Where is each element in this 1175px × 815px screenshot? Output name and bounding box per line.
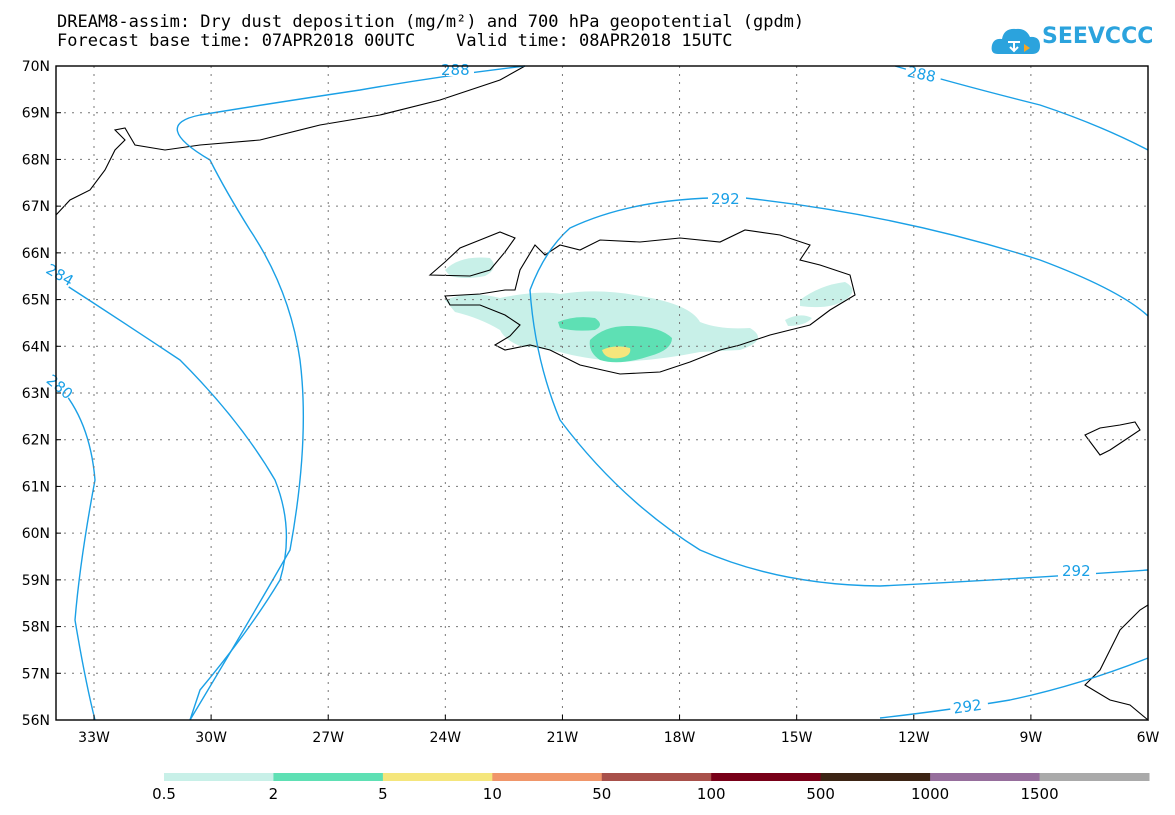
dust-region-east — [800, 282, 853, 308]
contour-label: 288 — [906, 63, 938, 87]
longitude-label: 15W — [781, 730, 813, 746]
dust-deposition-field — [445, 257, 853, 363]
dust-region-light — [445, 291, 758, 362]
contour-292-southeast — [879, 657, 1149, 719]
faroe-islands — [1084, 421, 1141, 456]
scotland-coast — [1084, 604, 1149, 722]
graticule — [56, 66, 1148, 720]
colorbar-swatch — [1039, 773, 1150, 781]
contour-label: 292 — [711, 190, 740, 208]
logo-text: SEEVCCC — [1042, 24, 1154, 49]
longitude-label: 27W — [312, 730, 344, 746]
latitude-label: 58N — [22, 620, 50, 636]
geopotential-contours — [57, 65, 1149, 721]
latitude-label: 68N — [22, 152, 50, 168]
latitude-label: 62N — [22, 433, 50, 449]
colorbar — [164, 773, 1150, 781]
colorbar-label: 1000 — [911, 785, 950, 803]
dust-region-west — [445, 257, 494, 278]
axes: 70N 69N 68N 67N 66N 65N 64N 63N 62N 61N 60N 59N 58N 5… — [22, 59, 1160, 746]
colorbar-swatch — [382, 773, 493, 781]
iceland-westfjords — [428, 231, 516, 277]
dust-region-high — [602, 346, 631, 359]
latitude-label: 60N — [22, 526, 50, 542]
coastlines — [55, 65, 1149, 722]
contour-labels: 288 288 292 292 292 284 280 — [43, 60, 1096, 718]
latitude-label: 61N — [22, 479, 50, 495]
colorbar-label: 500 — [806, 785, 835, 803]
colorbar-swatch — [601, 773, 712, 781]
dust-region-medium — [558, 317, 600, 331]
contour-292-south — [529, 289, 1149, 587]
latitude-label: 70N — [22, 59, 50, 75]
latitude-label: 66N — [22, 246, 50, 262]
contour-label: 284 — [43, 260, 77, 290]
longitude-label: 30W — [195, 730, 227, 746]
latitude-label: 59N — [22, 573, 50, 589]
contour-280 — [57, 384, 96, 721]
map-subtitle: Forecast base time: 07APR2018 00UTC Vali… — [57, 31, 733, 51]
colorbar-swatch — [164, 773, 274, 781]
latitude-label: 63N — [22, 386, 50, 402]
latitude-label: 56N — [22, 713, 50, 729]
colorbar-swatch — [711, 773, 822, 781]
colorbar-swatch — [930, 773, 1041, 781]
longitude-label: 9W — [1020, 730, 1043, 746]
iceland-coast — [444, 229, 856, 375]
colorbar-label: 100 — [696, 785, 726, 803]
longitude-label: 18W — [664, 730, 696, 746]
latitude-label: 57N — [22, 666, 50, 682]
colorbar-label: 0.5 — [152, 785, 176, 803]
colorbar-label: 50 — [592, 785, 612, 803]
latitude-label: 64N — [22, 339, 50, 355]
latitude-label: 65N — [22, 293, 50, 309]
contour-label: 288 — [441, 61, 470, 79]
colorbar-swatch — [273, 773, 384, 781]
longitude-label: 21W — [547, 730, 579, 746]
colorbar-label: 5 — [378, 785, 388, 803]
dust-region-east-2 — [785, 315, 812, 326]
contour-292-north — [529, 197, 1149, 317]
colorbar-swatch — [820, 773, 931, 781]
cloud-icon — [991, 28, 1040, 54]
map-title: DREAM8-assim: Dry dust deposition (mg/m²… — [57, 12, 805, 32]
contour-288-west — [176, 65, 526, 721]
greenland-coast — [55, 65, 526, 216]
latitude-label: 67N — [22, 199, 50, 215]
longitude-label: 24W — [429, 730, 461, 746]
longitude-label: 33W — [78, 730, 110, 746]
latitude-label: 69N — [22, 106, 50, 122]
contour-284 — [57, 279, 288, 721]
longitude-label: 6W — [1137, 730, 1160, 746]
colorbar-label: 1500 — [1020, 785, 1059, 803]
longitude-label: 12W — [898, 730, 930, 746]
colorbar-swatch — [492, 773, 603, 781]
contour-label: 292 — [1062, 562, 1091, 580]
contour-label: 292 — [952, 696, 983, 718]
colorbar-label: 10 — [482, 785, 502, 803]
colorbar-label: 2 — [268, 785, 279, 803]
